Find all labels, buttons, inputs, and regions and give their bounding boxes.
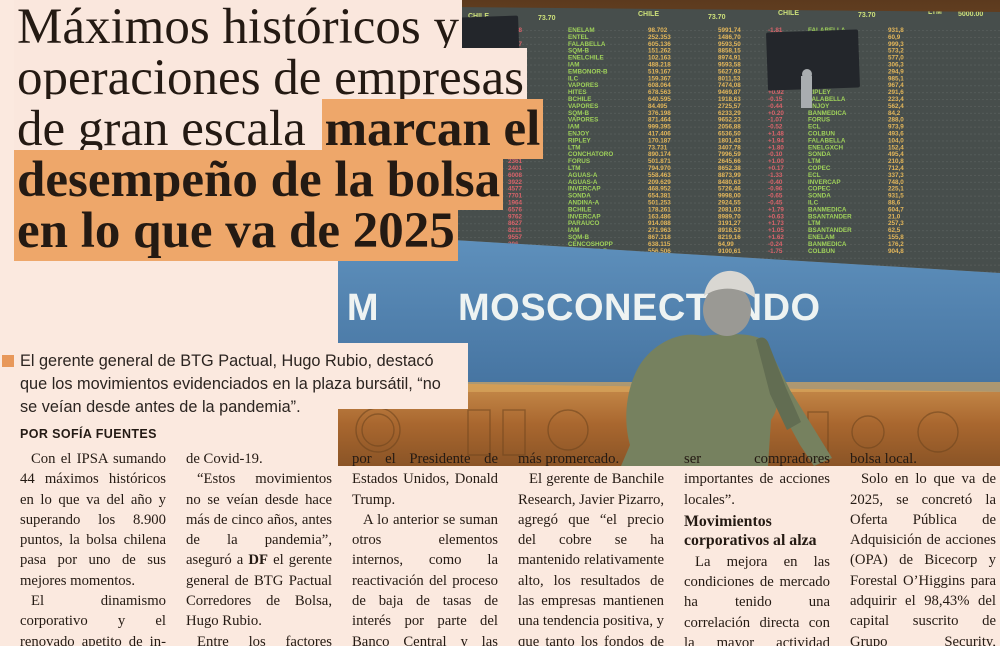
svg-text:9100,61: 9100,61 <box>718 248 741 255</box>
svg-text:73.70: 73.70 <box>858 12 876 19</box>
svg-text:5000.00: 5000.00 <box>958 11 983 18</box>
svg-text:COLBUN: COLBUN <box>808 248 835 255</box>
svg-text:S M: S M <box>338 287 379 329</box>
svg-text:73.70: 73.70 <box>708 14 726 21</box>
svg-text:MOSCONECTANDO: MOSCONECTANDO <box>458 287 821 329</box>
svg-text:904,8: 904,8 <box>888 248 904 255</box>
svg-text:CHILE: CHILE <box>778 10 799 17</box>
svg-text:-1.75: -1.75 <box>768 248 783 255</box>
